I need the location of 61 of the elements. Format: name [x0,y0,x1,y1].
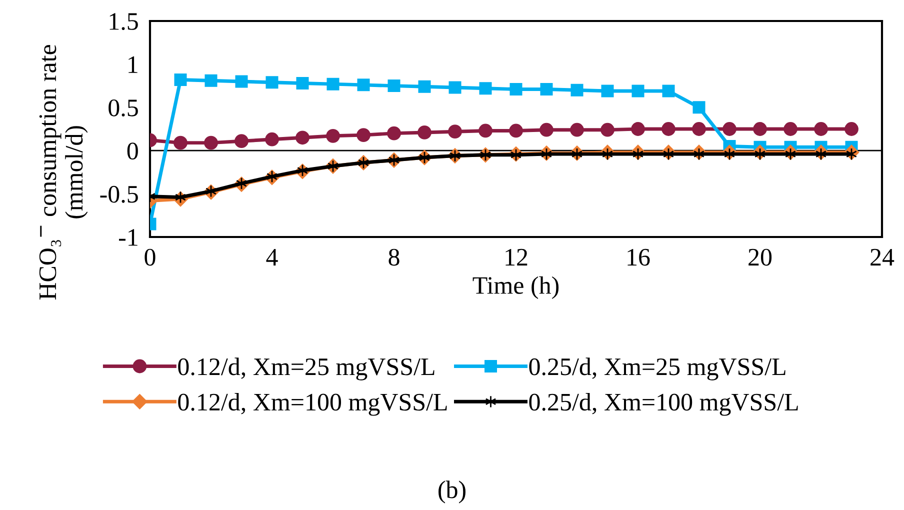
point [174,136,188,150]
legend-label: 0.12/d, Xm=25 mgVSS/L [178,358,434,380]
y-tick-label: 1.5 [110,13,138,30]
point [296,130,310,145]
point [662,84,675,98]
point [235,75,248,88]
point [387,126,401,140]
point [601,84,614,98]
y-tick-label: 0 [127,142,138,160]
text: (b) [438,480,466,504]
point [814,122,828,136]
y-tick-label: 1 [128,56,138,73]
point [753,122,767,136]
x-tick-label: 12 [506,248,528,266]
point [204,136,218,150]
legend-label: 0.25/d, Xm=25 mgVSS/L [529,358,786,380]
x-tick-label: 24 [870,248,894,266]
point [356,128,370,142]
point [510,83,522,96]
legend-label: 0.25/d, Xm=100 mgVSS/L [529,393,798,416]
y-axis-title: HCO₃$^{−}$ consumption rate (mmol/d) [39,44,88,300]
point [388,80,400,92]
point [540,122,554,137]
point [662,122,676,136]
point [844,122,858,136]
point [204,74,218,87]
x-tick-label: 0 [144,248,156,266]
point [632,84,644,98]
point [479,82,492,95]
x-tick-label: 20 [748,248,772,266]
point [357,78,370,92]
point [174,74,187,86]
point [540,83,553,96]
x-axis-title: Time (h) [472,276,559,300]
point [631,122,645,136]
point [722,122,736,136]
point [418,80,431,93]
y-tick-label: 0.5 [108,99,138,116]
legend-label: 0.12/d, Xm=100 mgVSS/L [178,393,447,416]
point [234,134,248,148]
y-tick-label: -1 [118,229,138,246]
y-tick-label: -0.5 [100,186,138,203]
point [418,126,432,140]
point [692,122,706,136]
point [600,122,614,137]
x-tick-label: 8 [388,248,400,266]
point [448,81,462,94]
point [570,122,584,137]
point [570,84,584,96]
point [784,122,798,136]
point [326,78,340,90]
point [509,124,523,138]
point [265,132,279,146]
point [692,101,706,114]
x-tick-label: 4 [266,249,278,266]
point [448,124,462,139]
x-tick-label: 16 [628,248,650,266]
point [266,76,278,89]
point [296,76,309,90]
point [326,128,340,143]
point [478,124,492,138]
